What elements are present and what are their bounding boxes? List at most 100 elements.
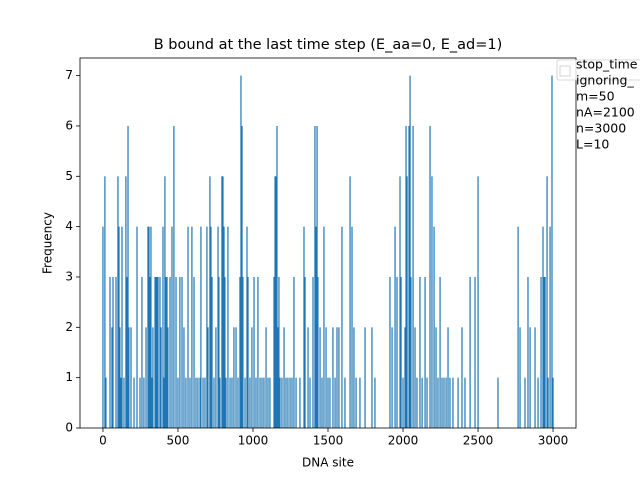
bar [447,327,449,428]
bar [152,327,154,428]
bar [167,327,169,428]
legend-text: L=10 [576,137,609,152]
bar [204,377,206,428]
bar [225,377,227,428]
bar [405,125,407,429]
bar [164,176,166,428]
bar [223,226,225,428]
bar [319,327,321,428]
bar [202,377,204,428]
bar [540,276,542,428]
y-tick-label: 5 [65,169,73,183]
bar [257,276,259,428]
bar [181,276,183,428]
bar [222,176,224,428]
bar [537,377,539,428]
bar [148,226,150,428]
bar [163,377,165,428]
bar [233,327,235,428]
bar [166,276,168,428]
legend-text: m=50 [576,89,615,104]
bar [355,377,357,428]
bar [359,377,361,428]
bar [277,327,279,428]
bar [316,125,318,429]
bar [139,377,141,428]
legend-text: ignoring_ [576,73,634,88]
bar [544,276,546,428]
bar [274,176,276,428]
x-tick-label: 0 [99,434,107,448]
bar [128,327,130,428]
bar [187,226,189,428]
bar [267,377,269,428]
bar [281,377,283,428]
bars [102,75,554,429]
bar [469,276,471,428]
bar [179,276,181,428]
y-tick-label: 3 [65,269,73,283]
bar [374,377,376,428]
bar [102,226,104,428]
bar [524,377,526,428]
y-tick-label: 6 [65,118,73,132]
bar [125,176,127,428]
bar [283,327,285,428]
bar [235,327,237,428]
bar [211,276,213,428]
bar [118,226,120,428]
x-tick-label: 500 [167,434,190,448]
x-tick-label: 1000 [238,434,269,448]
bar [321,377,323,428]
bar [209,176,211,428]
bar [461,327,463,428]
y-tick-label: 1 [65,370,73,384]
bar [547,377,549,428]
bar [396,276,398,428]
bar [309,377,311,428]
bar [177,377,179,428]
bar [327,377,329,428]
legend-handle [559,65,571,77]
bar [244,377,246,428]
bar [338,327,340,428]
bar [195,377,197,428]
bar [289,377,291,428]
bar [173,125,175,429]
bar [278,276,280,428]
bar [210,226,212,428]
bar [441,377,443,428]
bar [221,176,223,428]
bar [157,276,159,428]
bar [265,327,267,428]
bar [497,377,499,428]
bar [253,276,255,428]
bar [314,125,316,429]
bar [323,226,325,428]
bar [215,327,217,428]
bar [449,377,451,428]
bar [162,226,164,428]
bar [439,276,441,428]
bar [259,377,261,428]
bar [123,377,125,428]
bar [402,377,404,428]
bar [312,276,314,428]
bar [410,276,412,428]
bar [171,226,173,428]
x-tick-label: 2000 [388,434,419,448]
bar [551,75,553,428]
bar [151,377,153,428]
bar [239,276,241,428]
bar [287,377,289,428]
bar [527,276,529,428]
bar [219,377,221,428]
bar [426,377,428,428]
bar [197,377,199,428]
bar [255,377,257,428]
bar [474,276,476,428]
bar [325,327,327,428]
bar [105,377,107,428]
